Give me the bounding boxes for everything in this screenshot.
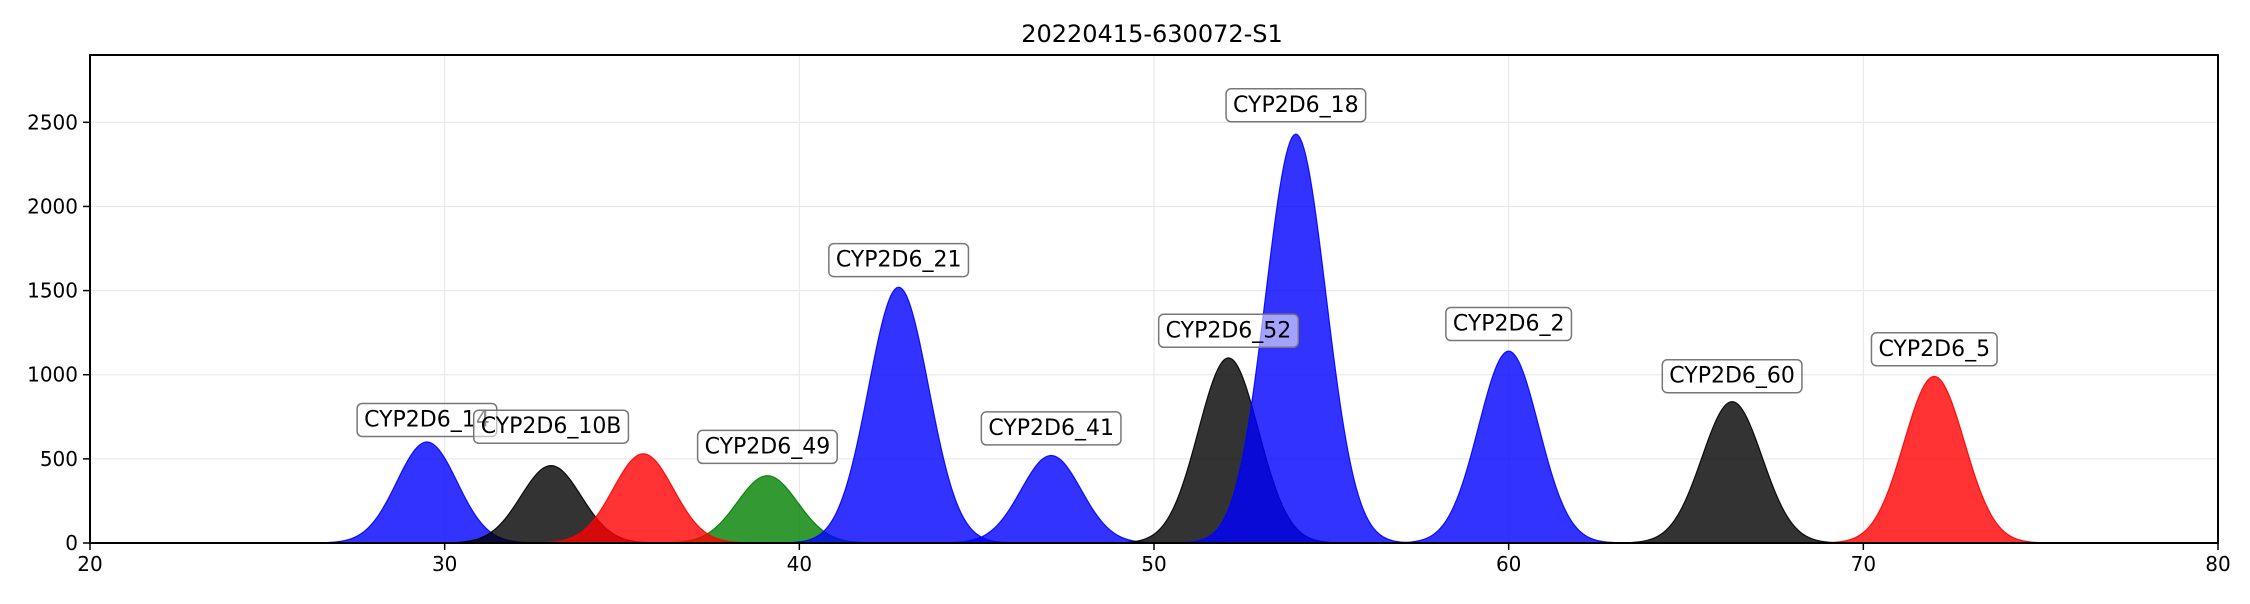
peak-label-cyp2d6-10b: CYP2D6_10B: [472, 409, 630, 444]
peak-label-box: [1157, 313, 1300, 349]
peak-label-cyp2d6-41: CYP2D6_41: [980, 411, 1122, 446]
peak-label-cyp2d6-52: CYP2D6_52: [1157, 313, 1300, 349]
x-tick-label: 60: [1496, 552, 1521, 576]
peak-label-text: CYP2D6_2: [1453, 312, 1565, 337]
x-tick-label: 50: [1141, 552, 1166, 576]
peak-label-text: CYP2D6_5: [1878, 337, 1990, 362]
peak-label-cyp2d6-14: CYP2D6_14: [356, 402, 498, 438]
peak-label-box: [1870, 332, 1998, 367]
peak-label-box: [1225, 88, 1367, 123]
tick-layer: 20 30 40 50 60 70 80 0 500 1000 1500 2000 2500: [27, 110, 2231, 576]
peak-label-text: CYP2D6_14: [364, 407, 490, 432]
peak-label-cyp2d6-2: CYP2D6_2: [1445, 306, 1573, 342]
x-tick-label: 30: [432, 552, 457, 576]
peak-unlabeled: [522, 453, 765, 544]
y-tick-label: 1000: [27, 363, 78, 387]
peak-cyp2d6-5: [1813, 375, 2056, 544]
grid-layer: [89, 55, 2219, 544]
peak-label-cyp2d6-5: CYP2D6_5: [1870, 332, 1998, 367]
x-tick-label: 40: [787, 552, 812, 576]
peak-cyp2d6-60: [1610, 401, 1854, 544]
x-tick-label: 80: [2205, 552, 2230, 576]
peak-label-box: [1445, 306, 1573, 342]
peak-label-text: CYP2D6_18: [1233, 93, 1359, 118]
x-tick-label: 70: [1851, 552, 1876, 576]
peak-label-box: [980, 411, 1122, 446]
peak-cyp2d6-2: [1387, 350, 1630, 544]
y-tick-label: 0: [65, 531, 78, 555]
peak-label-box: [472, 409, 630, 444]
peak-label-cyp2d6-49: CYP2D6_49: [696, 429, 838, 465]
peak-label-cyp2d6-60: CYP2D6_60: [1661, 358, 1803, 394]
peak-label-box: [696, 429, 838, 465]
peak-label-text: CYP2D6_60: [1669, 364, 1795, 389]
y-tick-label: 2500: [27, 110, 78, 134]
peak-label-cyp2d6-21: CYP2D6_21: [828, 242, 970, 278]
y-tick-label: 500: [40, 447, 78, 471]
peak-label-text: CYP2D6_52: [1166, 318, 1292, 343]
peak-label-cyp2d6-18: CYP2D6_18: [1225, 88, 1367, 123]
peak-label-box: [1661, 358, 1803, 394]
y-tick-label: 2000: [27, 194, 78, 218]
peak-label-text: CYP2D6_21: [836, 248, 962, 273]
peak-label-box: [828, 242, 970, 278]
y-tick-label: 1500: [27, 279, 78, 303]
x-tick-label: 20: [77, 552, 102, 576]
peak-label-text: CYP2D6_49: [705, 434, 831, 459]
peak-label-text: CYP2D6_41: [988, 416, 1114, 441]
peak-label-text: CYP2D6_10B: [481, 414, 622, 439]
chart-title: 20220415-630072-S1: [1021, 20, 1283, 48]
